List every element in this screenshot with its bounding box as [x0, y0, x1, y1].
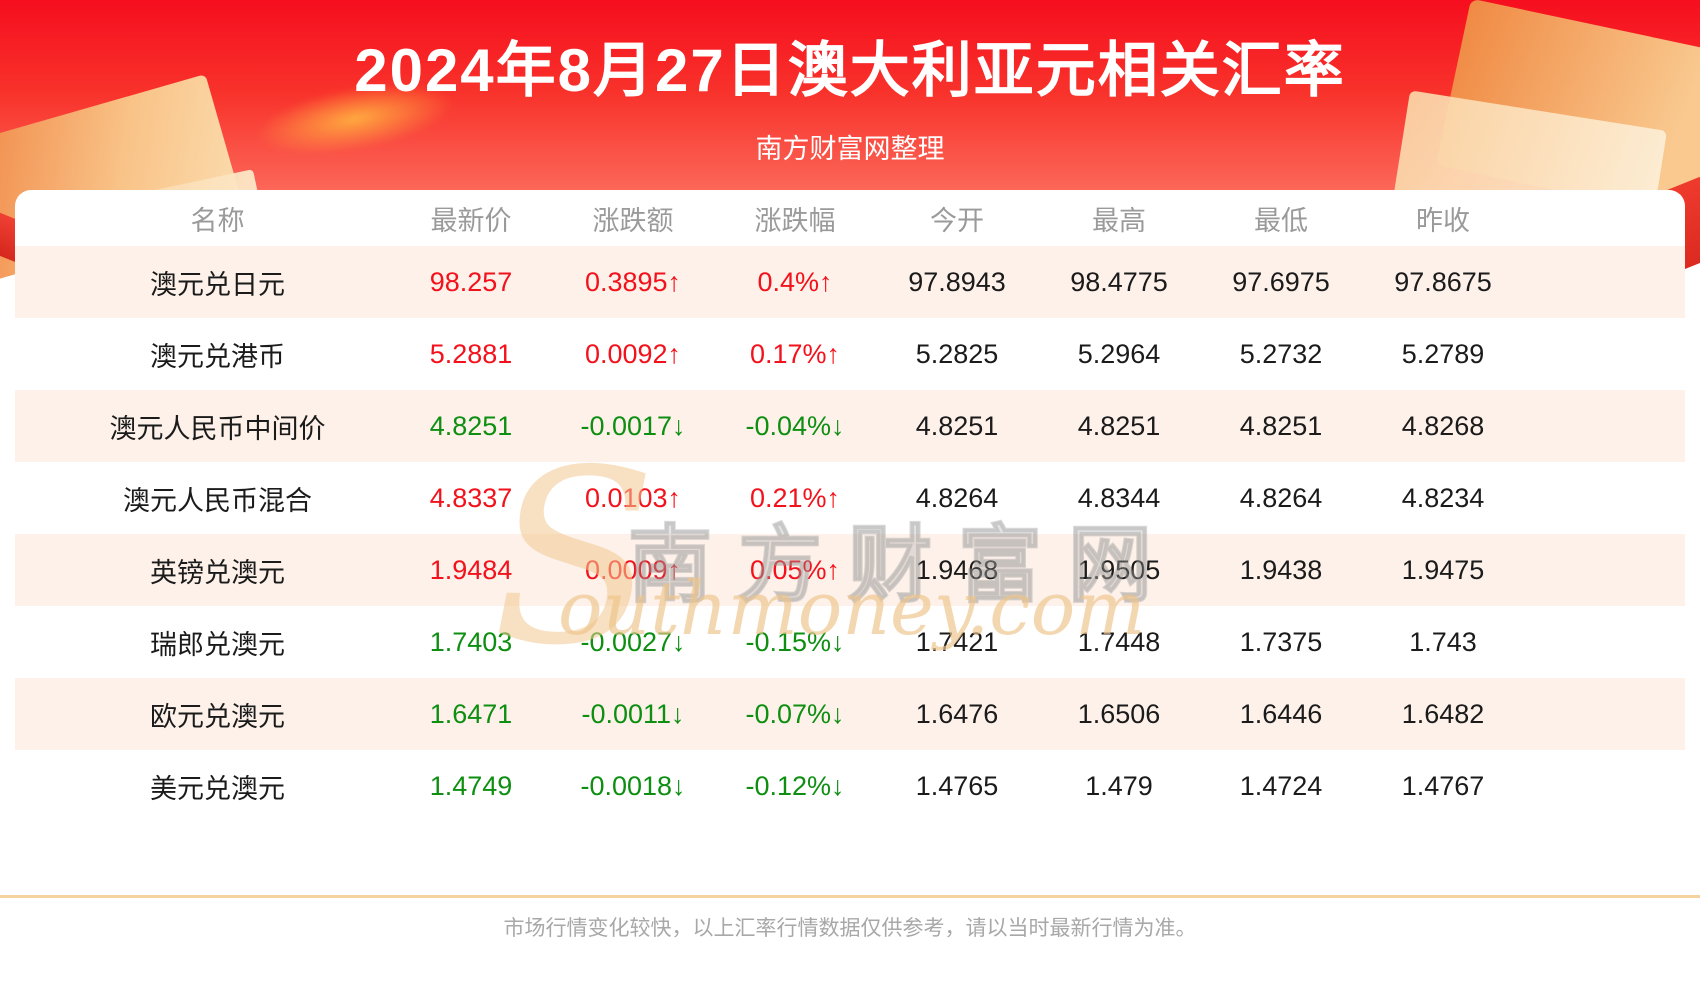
cell-high: 98.4775 [1070, 266, 1168, 297]
table-row: 瑞郎兑澳元 1.7403 -0.0027↓ -0.15%↓ 1.7421 1.7… [15, 606, 1685, 678]
cell-latest-price: 1.4749 [429, 770, 513, 801]
cell-name: 澳元人民币混合 [123, 485, 312, 516]
cell-high: 1.479 [1085, 770, 1153, 801]
table-row: 英镑兑澳元 1.9484 0.0009↑ 0.05%↑ 1.9468 1.950… [15, 534, 1685, 606]
cell-open: 1.7421 [915, 626, 999, 657]
cell-change-amount: -0.0017↓ [580, 410, 686, 441]
cell-change-percent: -0.07%↓ [745, 698, 845, 729]
table-row: 澳元兑日元 98.257 0.3895↑ 0.4%↑ 97.8943 98.47… [15, 246, 1685, 318]
cell-high: 5.2964 [1077, 338, 1161, 369]
cell-name: 英镑兑澳元 [150, 557, 285, 588]
column-header-high: 最高 [1092, 205, 1146, 236]
page-title: 2024年8月27日澳大利亚元相关汇率 [354, 37, 1346, 104]
cell-change-amount: 0.0092↑ [584, 338, 682, 369]
cell-open: 4.8264 [915, 482, 999, 513]
cell-latest-price: 4.8337 [429, 482, 513, 513]
cell-high: 4.8344 [1077, 482, 1161, 513]
column-header-change-pct: 涨跌幅 [754, 205, 836, 236]
cell-change-amount: -0.0011↓ [581, 698, 685, 729]
cell-low: 1.6446 [1239, 698, 1323, 729]
page-subtitle: 南方财富网整理 [755, 134, 945, 164]
column-header-prev-close: 昨收 [1416, 205, 1470, 236]
cell-low: 1.4724 [1239, 770, 1323, 801]
cell-change-percent: -0.15%↓ [745, 626, 845, 657]
cell-prev-close: 1.6482 [1401, 698, 1485, 729]
footer-note: 市场行情变化较快，以上汇率行情数据仅供参考，请以当时最新行情为准。 [503, 917, 1197, 940]
cell-high: 4.8251 [1077, 410, 1161, 441]
cell-name: 澳元兑日元 [150, 269, 285, 300]
cell-latest-price: 4.8251 [429, 410, 513, 441]
cell-change-percent: -0.04%↓ [745, 410, 845, 441]
cell-high: 1.9505 [1077, 554, 1161, 585]
cell-latest-price: 5.2881 [429, 338, 513, 369]
cell-open: 97.8943 [908, 266, 1006, 297]
cell-low: 4.8264 [1239, 482, 1323, 513]
cell-name: 瑞郎兑澳元 [150, 629, 285, 660]
cell-change-percent: 0.21%↑ [749, 482, 841, 513]
cell-open: 1.4765 [915, 770, 999, 801]
table-row: 欧元兑澳元 1.6471 -0.0011↓ -0.07%↓ 1.6476 1.6… [15, 678, 1685, 750]
cell-name: 美元兑澳元 [150, 773, 285, 804]
cell-prev-close: 1.9475 [1401, 554, 1485, 585]
table-row: 澳元兑港币 5.2881 0.0092↑ 0.17%↑ 5.2825 5.296… [15, 318, 1685, 390]
cell-prev-close: 4.8234 [1401, 482, 1485, 513]
cell-prev-close: 4.8268 [1401, 410, 1485, 441]
cell-name: 欧元兑澳元 [150, 701, 285, 732]
cell-low: 5.2732 [1239, 338, 1323, 369]
cell-high: 1.7448 [1077, 626, 1161, 657]
cell-change-percent: -0.12%↓ [745, 770, 845, 801]
cell-prev-close: 1.743 [1409, 626, 1477, 657]
cell-change-amount: 0.0009↑ [584, 554, 682, 585]
cell-low: 4.8251 [1239, 410, 1323, 441]
cell-open: 1.9468 [915, 554, 999, 585]
cell-open: 1.6476 [915, 698, 999, 729]
cell-latest-price: 98.257 [429, 266, 513, 297]
table-row: 澳元人民币混合 4.8337 0.0103↑ 0.21%↑ 4.8264 4.8… [15, 462, 1685, 534]
column-header-open: 今开 [930, 205, 984, 236]
table-row: 澳元人民币中间价 4.8251 -0.0017↓ -0.04%↓ 4.8251 … [15, 390, 1685, 462]
cell-open: 5.2825 [915, 338, 999, 369]
column-header-low: 最低 [1254, 205, 1308, 236]
cell-prev-close: 1.4767 [1401, 770, 1485, 801]
cell-latest-price: 1.9484 [429, 554, 513, 585]
column-header-latest: 最新价 [430, 205, 512, 236]
table-body: 澳元兑日元 98.257 0.3895↑ 0.4%↑ 97.8943 98.47… [15, 246, 1685, 822]
cell-prev-close: 5.2789 [1401, 338, 1485, 369]
cell-low: 97.6975 [1232, 266, 1330, 297]
cell-prev-close: 97.8675 [1394, 266, 1492, 297]
cell-open: 4.8251 [915, 410, 999, 441]
cell-change-amount: 0.0103↑ [584, 482, 682, 513]
cell-latest-price: 1.7403 [429, 626, 513, 657]
cell-low: 1.9438 [1239, 554, 1323, 585]
rates-table-card: 名称 最新价 涨跌额 涨跌幅 今开 最高 最低 昨收 澳元兑日元 98.257 … [15, 190, 1685, 822]
cell-latest-price: 1.6471 [429, 698, 513, 729]
table-header-row: 名称 最新价 涨跌额 涨跌幅 今开 最高 最低 昨收 [15, 190, 1685, 246]
cell-low: 1.7375 [1239, 626, 1323, 657]
cell-change-percent: 0.05%↑ [749, 554, 841, 585]
footer-divider [0, 895, 1700, 898]
cell-change-amount: -0.0027↓ [580, 626, 686, 657]
cell-high: 1.6506 [1077, 698, 1161, 729]
cell-name: 澳元人民币中间价 [109, 413, 326, 444]
cell-change-percent: 0.17%↑ [749, 338, 841, 369]
cell-change-amount: -0.0018↓ [580, 770, 686, 801]
cell-name: 澳元兑港币 [150, 341, 285, 372]
column-header-name: 名称 [190, 205, 245, 236]
cell-change-amount: 0.3895↑ [584, 266, 682, 297]
cell-change-percent: 0.4%↑ [757, 266, 833, 297]
table-row: 美元兑澳元 1.4749 -0.0018↓ -0.12%↓ 1.4765 1.4… [15, 750, 1685, 822]
column-header-change: 涨跌额 [592, 205, 674, 236]
